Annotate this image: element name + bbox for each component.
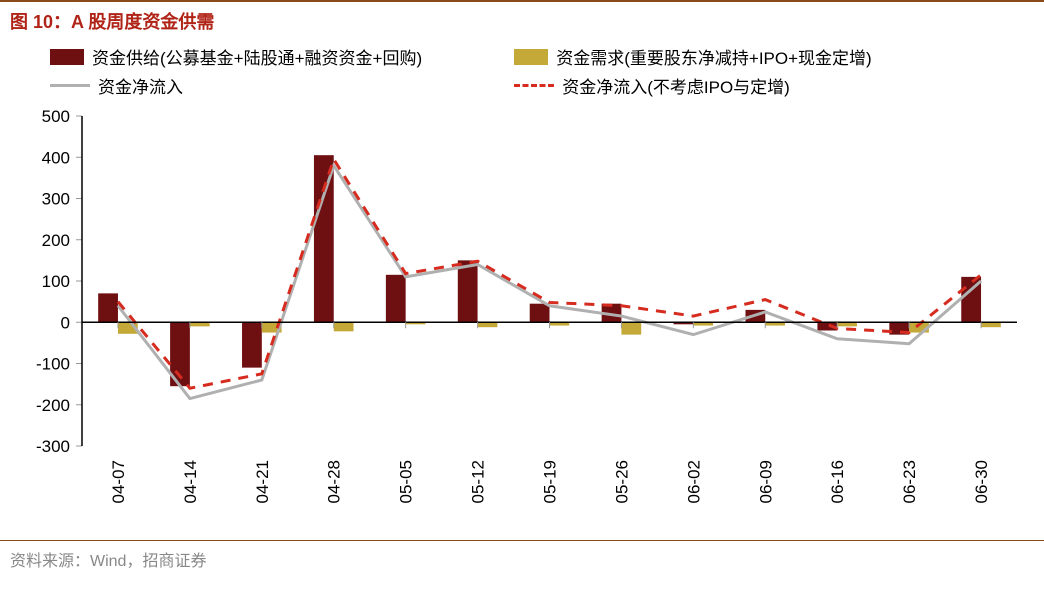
legend-swatch-supply xyxy=(50,49,84,65)
svg-text:04-14: 04-14 xyxy=(181,460,200,503)
svg-text:06-30: 06-30 xyxy=(972,460,991,503)
svg-text:-100: -100 xyxy=(36,355,70,374)
legend-item-net: 资金净流入 xyxy=(50,73,484,98)
legend-item-net-ex: 资金净流入(不考虑IPO与定增) xyxy=(514,73,948,98)
svg-text:06-16: 06-16 xyxy=(828,460,847,503)
svg-text:04-21: 04-21 xyxy=(253,460,272,503)
svg-text:05-12: 05-12 xyxy=(469,460,488,503)
source-line: 资料来源：Wind，招商证券 xyxy=(0,541,1044,577)
chart-area: -300 -200 -100 0 100 200 300 400 500 04-07 04-14 04… xyxy=(22,106,1022,536)
svg-text:300: 300 xyxy=(42,190,70,209)
svg-text:200: 200 xyxy=(42,231,70,250)
svg-text:04-28: 04-28 xyxy=(325,460,344,503)
svg-text:05-05: 05-05 xyxy=(397,460,416,503)
svg-text:0: 0 xyxy=(61,313,70,332)
svg-text:500: 500 xyxy=(42,107,70,126)
legend-swatch-demand xyxy=(514,49,548,65)
legend-item-demand: 资金需求(重要股东净减持+IPO+现金定增) xyxy=(514,44,948,69)
svg-text:-300: -300 xyxy=(36,437,70,456)
svg-text:06-23: 06-23 xyxy=(900,460,919,503)
svg-text:06-09: 06-09 xyxy=(756,460,775,503)
svg-text:05-26: 05-26 xyxy=(612,460,631,503)
legend-label-net-ex: 资金净流入(不考虑IPO与定增) xyxy=(562,73,790,98)
svg-text:05-19: 05-19 xyxy=(541,460,560,503)
legend-item-supply: 资金供给(公募基金+陆股通+融资资金+回购) xyxy=(50,44,484,69)
svg-text:06-02: 06-02 xyxy=(684,460,703,503)
legend-label-supply: 资金供给(公募基金+陆股通+融资资金+回购) xyxy=(92,44,422,69)
svg-text:04-07: 04-07 xyxy=(109,460,128,503)
legend: 资金供给(公募基金+陆股通+融资资金+回购) 资金需求(重要股东净减持+IPO+… xyxy=(0,38,1044,102)
legend-label-net: 资金净流入 xyxy=(98,73,183,98)
figure-title-row: 图 10：A 股周度资金供需 xyxy=(0,2,1044,38)
svg-text:-200: -200 xyxy=(36,396,70,415)
legend-swatch-net xyxy=(50,84,90,87)
legend-label-demand: 资金需求(重要股东净减持+IPO+现金定增) xyxy=(556,44,871,69)
figure-title: 图 10：A 股周度资金供需 xyxy=(10,12,214,32)
legend-swatch-net-ex xyxy=(514,84,554,87)
svg-text:400: 400 xyxy=(42,148,70,167)
chart-svg: -300 -200 -100 0 100 200 300 400 500 04-07 04-14 04… xyxy=(22,106,1022,536)
svg-text:100: 100 xyxy=(42,272,70,291)
